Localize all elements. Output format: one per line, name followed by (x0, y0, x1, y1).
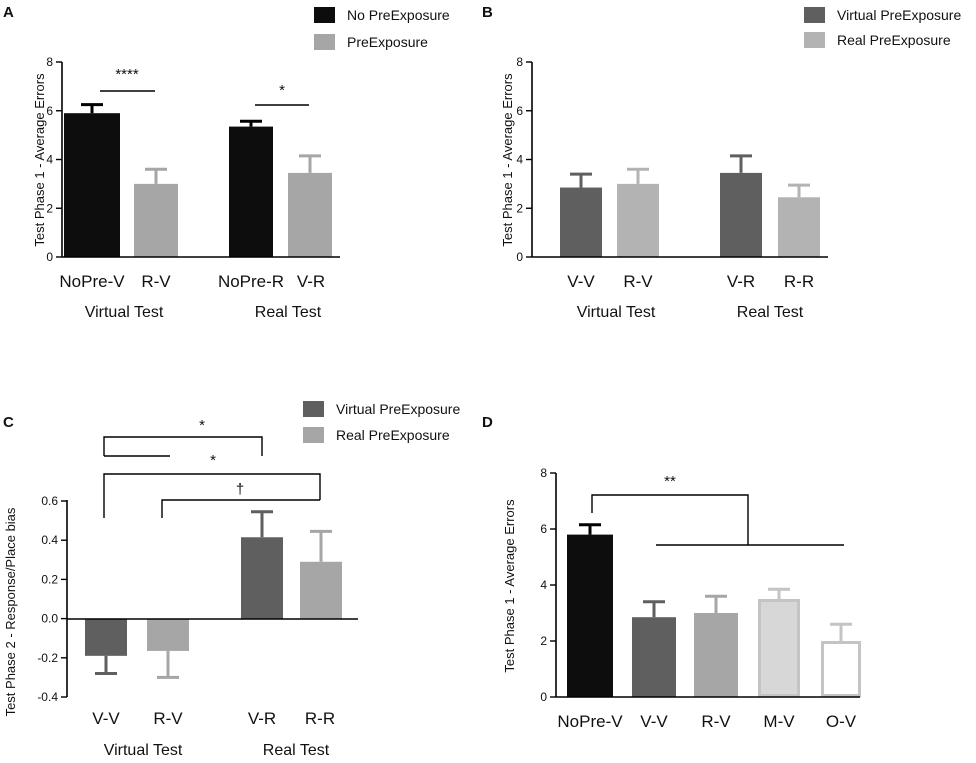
panel-b-group-label: Real Test (737, 304, 804, 321)
panel-c-category-label: V-V (92, 709, 120, 728)
panel-c-legend-swatch-real (303, 427, 324, 443)
panel-c-significance-marker: * (199, 417, 205, 434)
panel-b-y-tick-label: 0 (516, 250, 523, 264)
panel-d-significance-marker: ** (664, 473, 676, 490)
panel-b-y-axis-label: Test Phase 1 - Average Errors (500, 73, 515, 247)
panel-d-y-axis-label: Test Phase 1 - Average Errors (502, 499, 517, 673)
panel-a-y-tick-label: 0 (46, 250, 53, 264)
panel-a-y-tick-label: 4 (46, 153, 53, 167)
panel-d: D Test Phase 1 - Average Errors 0 2 4 6 8 No… (482, 414, 861, 731)
panel-d-y-tick-label: 2 (540, 634, 547, 648)
panel-b-bar (720, 172, 762, 257)
panel-d-category-label: M-V (763, 712, 795, 731)
panel-a-bar (229, 126, 273, 257)
panel-c-bar (85, 618, 127, 656)
panel-c-significance-marker: † (236, 481, 244, 498)
panel-a-category-label: R-V (141, 272, 171, 291)
panel-a-category-label: NoPre-V (59, 272, 125, 291)
panel-c-group-label: Real Test (263, 742, 330, 759)
panel-d-y-tick-label: 4 (540, 578, 547, 592)
panel-d-category-label: R-V (701, 712, 731, 731)
panel-a-y-axis-label: Test Phase 1 - Average Errors (32, 73, 47, 247)
panel-d-bar (632, 617, 676, 697)
panel-c-y-tick-label: 0.6 (41, 494, 58, 508)
panel-d-y-tick-label: 6 (540, 522, 547, 536)
panel-a-group-label: Virtual Test (85, 304, 164, 321)
panel-c-y-tick-label: 0.2 (41, 572, 58, 586)
panel-c-bar (147, 618, 189, 651)
panel-b-y-tick-label: 4 (516, 153, 523, 167)
panel-a-significance-marker: * (279, 82, 285, 99)
panel-c-y-tick-label: -0.4 (37, 690, 58, 704)
panel-b-category-label: R-R (784, 272, 814, 291)
panel-b-legend-label-virtual: Virtual PreExposure (837, 7, 961, 23)
panel-b-legend-swatch-real (804, 32, 825, 48)
panel-a-bar (288, 172, 332, 257)
panel-a: A No PreExposure PreExposure Test Phase … (3, 4, 450, 321)
panel-a-bar (134, 183, 178, 257)
panel-c-y-tick-label: 0.4 (41, 533, 58, 547)
panel-b-y-tick-label: 2 (516, 201, 523, 215)
panel-a-y-tick-label: 2 (46, 201, 53, 215)
panel-b-legend-label-real: Real PreExposure (837, 32, 951, 48)
panel-c-group-label: Virtual Test (104, 742, 183, 759)
panel-b-letter: B (482, 4, 493, 21)
panel-c-category-label: V-R (248, 709, 276, 728)
panel-b-category-label: V-V (567, 272, 595, 291)
panel-d-bar (694, 613, 738, 697)
panel-d-bar (821, 641, 861, 697)
panel-c-legend-label-real: Real PreExposure (336, 427, 450, 443)
panel-c-y-axis-label: Test Phase 2 - Response/Place bias (3, 507, 18, 716)
panel-c-bar (241, 537, 283, 619)
panel-b-bar (617, 183, 659, 257)
panel-b-category-label: R-V (623, 272, 653, 291)
panel-a-significance-marker: **** (115, 66, 139, 83)
panel-a-category-label: NoPre-R (218, 272, 284, 291)
panel-c-category-label: R-R (305, 709, 335, 728)
panel-d-y-tick-label: 8 (540, 466, 547, 480)
panel-d-category-label: O-V (826, 712, 857, 731)
panel-a-y-tick-label: 6 (46, 104, 53, 118)
panel-a-group-label: Real Test (255, 304, 322, 321)
panel-b-category-label: V-R (727, 272, 755, 291)
panel-c: C Virtual PreExposure Real PreExposure T… (3, 401, 460, 759)
panel-c-significance-marker: * (210, 452, 216, 469)
panel-d-category-label: V-V (640, 712, 668, 731)
panel-c-significance-bracket (103, 473, 321, 518)
panel-d-category-label: NoPre-V (557, 712, 623, 731)
panel-a-category-label: V-R (297, 272, 325, 291)
panel-b-y-tick-label: 8 (516, 55, 523, 69)
panel-c-letter: C (3, 414, 14, 431)
panel-d-y-tick-label: 0 (540, 690, 547, 704)
panel-b-legend-swatch-virtual (804, 7, 825, 23)
panel-c-significance-bracket (103, 436, 263, 456)
panel-a-legend-swatch-pre (314, 34, 335, 50)
panel-c-bar (300, 561, 342, 619)
panel-c-significance-bracket (161, 499, 320, 518)
panel-c-legend-label-virtual: Virtual PreExposure (336, 401, 460, 417)
panel-a-bar (64, 113, 120, 257)
panel-d-significance-bracket (591, 494, 749, 545)
panel-b-group-label: Virtual Test (577, 304, 656, 321)
panel-b-y-tick-label: 6 (516, 104, 523, 118)
panel-b-bar (778, 197, 820, 257)
panel-b: B Virtual PreExposure Real PreExposure T… (482, 4, 961, 321)
panel-c-legend-swatch-virtual (303, 401, 324, 417)
panel-d-letter: D (482, 414, 493, 431)
panel-d-bar (758, 599, 800, 697)
panel-c-y-tick-label: 0.0 (41, 612, 58, 626)
panel-b-bar (560, 187, 602, 257)
panel-a-legend-swatch-nopre (314, 7, 335, 23)
panel-c-category-label: R-V (153, 709, 183, 728)
panel-a-y-tick-label: 8 (46, 55, 53, 69)
panel-a-legend-label-pre: PreExposure (347, 34, 428, 50)
panel-a-letter: A (3, 4, 14, 21)
panel-a-legend-label-nopre: No PreExposure (347, 7, 450, 23)
panel-d-bar (567, 534, 613, 697)
panel-c-y-tick-label: -0.2 (37, 651, 58, 665)
